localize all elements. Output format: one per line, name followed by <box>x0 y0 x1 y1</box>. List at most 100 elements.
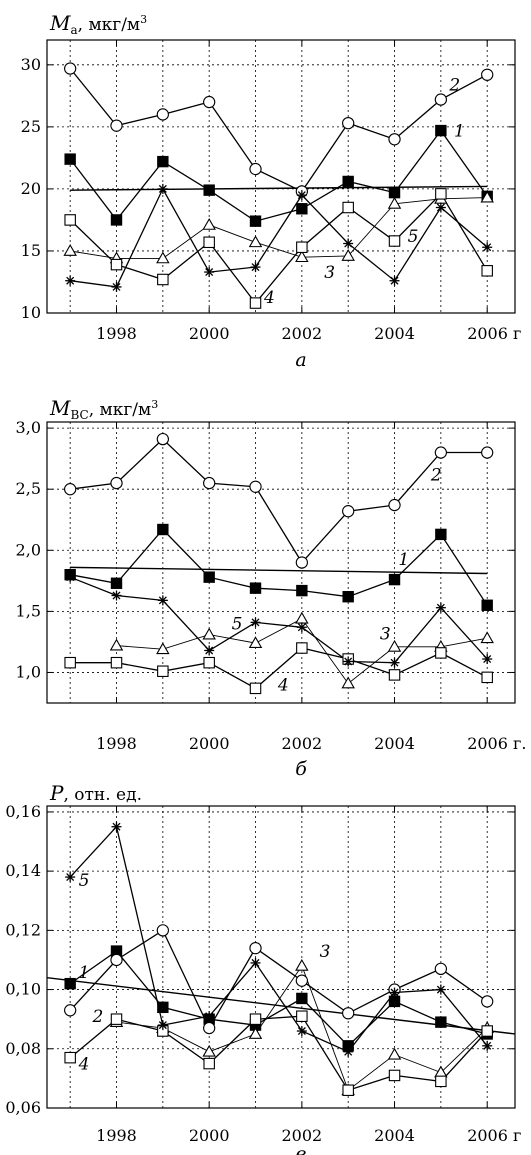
data-point-5 <box>204 645 215 656</box>
data-point-1 <box>481 599 493 611</box>
data-point-5 <box>482 242 493 253</box>
data-point-1 <box>435 1016 447 1028</box>
chart-panel-3: 1998 2000 2002 2004 2006 г 0,06 0,08 0,10 0,12 0,… <box>5 781 521 1155</box>
series-line-1 <box>70 528 488 606</box>
series-markers-2 <box>64 62 494 198</box>
data-point-5 <box>343 1046 354 1057</box>
plot-frame <box>46 805 516 1109</box>
data-point-3 <box>109 638 124 651</box>
y-tick-label: 20 <box>21 179 41 198</box>
data-point-2 <box>434 93 448 106</box>
x-tick-label: 2000 <box>189 1126 230 1145</box>
data-point-3 <box>295 958 309 971</box>
data-point-2 <box>249 480 262 493</box>
data-point-2 <box>110 476 123 490</box>
data-point-2 <box>64 483 77 496</box>
data-point-1 <box>435 528 447 541</box>
data-point-3 <box>387 639 402 652</box>
data-point-2 <box>388 498 401 512</box>
x-tick-label: 2002 <box>281 324 322 343</box>
series-line-1 <box>69 950 488 1047</box>
data-point-3 <box>248 1027 263 1039</box>
data-point-2 <box>342 116 355 130</box>
data-point-2 <box>342 505 355 518</box>
chart-panel-2: 1998 2000 2002 2004 2006 г. 1,0 1,5 2,0 2,5 3,0 MB… <box>16 396 527 780</box>
data-point-5 <box>389 657 400 668</box>
data-point-2 <box>295 556 309 569</box>
x-tick-label: 2004 <box>374 324 415 343</box>
data-point-1 <box>110 214 123 226</box>
data-point-2 <box>249 162 262 176</box>
y-tick-label: 0,12 <box>5 920 41 939</box>
data-point-3 <box>387 1047 402 1060</box>
data-point-3 <box>248 235 263 248</box>
data-point-5 <box>250 262 261 273</box>
data-point-5 <box>389 275 400 286</box>
data-point-4 <box>388 235 401 247</box>
data-point-5 <box>157 1020 168 1031</box>
data-point-5 <box>389 987 400 998</box>
data-point-4 <box>481 671 493 684</box>
data-point-5 <box>65 275 76 286</box>
data-point-1 <box>388 995 401 1008</box>
panel-caption: в <box>295 1143 306 1155</box>
data-point-3 <box>295 250 309 263</box>
series-label-4: 4 <box>78 1055 90 1075</box>
y-tick-label: 1,0 <box>16 662 41 681</box>
series-markers-5 <box>65 183 493 292</box>
data-point-2 <box>64 62 77 75</box>
data-point-4 <box>388 1069 401 1082</box>
x-tick-label: 2004 <box>374 1126 415 1145</box>
x-tick-label: 2002 <box>281 734 322 753</box>
data-point-4 <box>296 1010 308 1022</box>
data-point-4 <box>296 642 308 654</box>
y-tick-label: 0,06 <box>5 1098 41 1117</box>
y-axis-label: Ma, мкг/м3 <box>49 11 147 37</box>
series-markers-1 <box>64 523 493 611</box>
data-point-1 <box>157 155 169 168</box>
y-tick-label: 25 <box>21 117 41 136</box>
series-markers-5 <box>65 821 493 1057</box>
data-point-5 <box>296 622 307 633</box>
plot-area <box>64 432 494 695</box>
data-point-2 <box>295 974 309 987</box>
data-point-4 <box>203 236 215 249</box>
data-point-4 <box>481 265 493 277</box>
data-point-1 <box>342 175 354 188</box>
data-point-5 <box>435 202 446 213</box>
data-point-3 <box>202 627 216 640</box>
data-point-2 <box>481 68 494 81</box>
data-point-4 <box>435 1075 447 1088</box>
data-point-5 <box>111 590 122 601</box>
trend-line <box>70 566 488 575</box>
y-tick-label: 0,08 <box>5 1039 41 1058</box>
series-line-5 <box>70 187 488 288</box>
series-markers-1 <box>64 945 493 1052</box>
plot-frame <box>46 39 516 314</box>
data-point-1 <box>64 977 76 990</box>
y-tick-label: 2,5 <box>16 479 41 498</box>
plot-area <box>47 821 515 1096</box>
data-point-4 <box>481 1025 493 1037</box>
data-point-5 <box>343 656 354 667</box>
data-point-1 <box>157 1001 169 1014</box>
data-point-2 <box>203 1021 216 1035</box>
data-point-4 <box>64 214 76 226</box>
series-label-4: 4 <box>263 288 275 308</box>
y-tick-label: 1,5 <box>16 601 41 620</box>
series-label-1: 1 <box>79 963 90 983</box>
series-markers-4 <box>64 188 493 309</box>
x-tick-label: 2006 г. <box>467 734 526 753</box>
data-point-2 <box>110 953 123 967</box>
series-label-4: 4 <box>277 676 289 696</box>
data-point-5 <box>250 617 261 628</box>
series-line-1 <box>69 129 488 222</box>
data-point-2 <box>388 133 401 146</box>
series-markers-2 <box>64 924 494 1035</box>
data-point-1 <box>342 591 354 603</box>
data-point-4 <box>435 647 447 659</box>
data-point-4 <box>110 1013 123 1025</box>
data-point-3 <box>156 251 170 264</box>
series-line-4 <box>69 1015 488 1091</box>
x-tick-label: 1998 <box>96 324 137 343</box>
